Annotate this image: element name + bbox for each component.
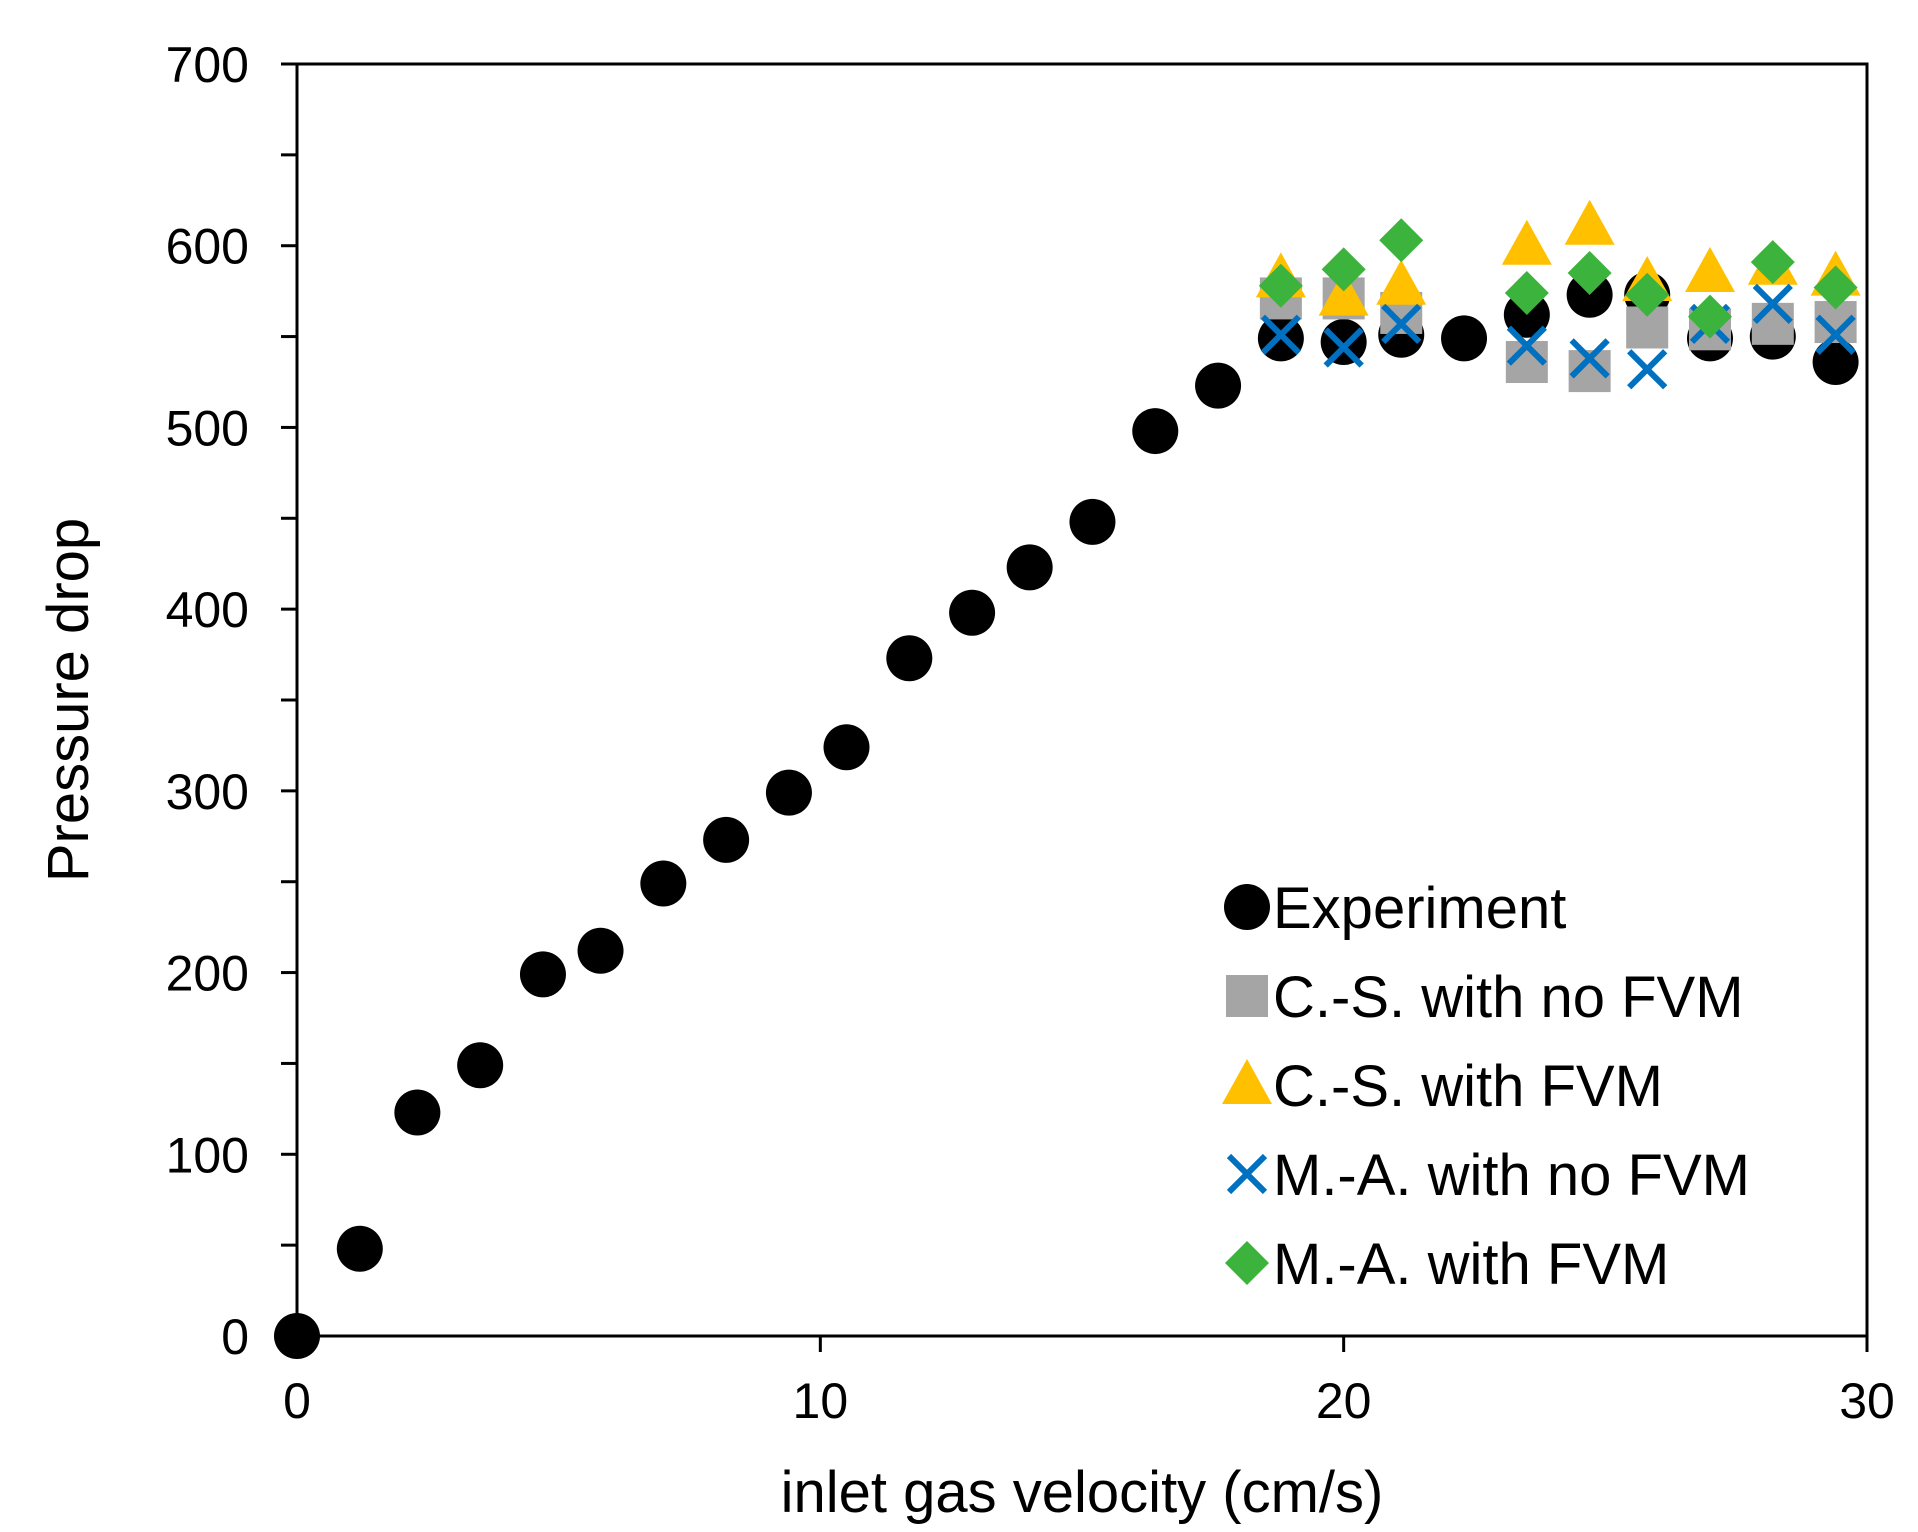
plot-marks	[274, 199, 1861, 1359]
data-point-c-s-with-fvm	[1685, 246, 1735, 292]
data-point-m-a-with-no-fvm	[1569, 338, 1610, 379]
data-point-experiment	[519, 951, 566, 998]
data-point-experiment	[457, 1042, 504, 1089]
legend-label-m-a-with-fvm: M.-A. with FVM	[1273, 1232, 1669, 1297]
data-point-experiment	[765, 769, 812, 816]
data-point-experiment	[1006, 544, 1053, 591]
legend-marker-c-s-with-no-fvm	[1226, 975, 1268, 1017]
legend-marker-c-s-with-fvm	[1222, 1059, 1272, 1104]
y-tick-label: 100	[166, 1127, 249, 1183]
data-point-experiment	[1441, 315, 1488, 362]
x-tick-label: 10	[793, 1373, 849, 1429]
legend-marker-m-a-with-no-fvm	[1226, 1153, 1268, 1195]
data-point-experiment	[1069, 498, 1116, 545]
data-point-experiment	[1195, 362, 1242, 409]
data-point-c-s-with-fvm	[1564, 199, 1615, 245]
legend: Experiment C.-S. with no FVM C.-S. with FV…	[1222, 876, 1750, 1297]
y-tick-label: 600	[166, 219, 249, 275]
y-axis-title: Pressure drop	[36, 518, 101, 882]
legend-label-c-s-with-no-fvm: C.-S. with no FVM	[1273, 965, 1744, 1030]
legend-label-experiment: Experiment	[1273, 876, 1566, 941]
data-point-experiment	[703, 816, 750, 863]
data-point-m-a-with-fvm	[1567, 250, 1612, 295]
data-point-m-a-with-no-fvm	[1752, 283, 1793, 324]
data-point-experiment	[1812, 339, 1859, 386]
data-point-m-a-with-fvm	[1813, 265, 1858, 310]
legend-marker-m-a-with-fvm	[1225, 1241, 1269, 1285]
tick-labels: 0 100 200 300 400 500 600 700 0 10 20 30	[166, 37, 1895, 1429]
data-point-m-a-with-fvm	[1688, 294, 1732, 339]
y-tick-label: 200	[166, 946, 249, 1002]
data-point-m-a-with-fvm	[1379, 218, 1424, 263]
data-point-m-a-with-fvm	[1258, 263, 1303, 308]
data-point-m-a-with-no-fvm	[1323, 327, 1364, 368]
data-point-c-s-with-fvm	[1376, 259, 1427, 305]
data-point-experiment	[336, 1225, 383, 1272]
data-point-experiment	[1320, 319, 1367, 366]
data-point-experiment	[949, 589, 996, 636]
y-tick-label: 500	[166, 400, 249, 456]
data-point-m-a-with-fvm	[1625, 272, 1670, 317]
data-point-m-a-with-no-fvm	[1506, 325, 1547, 366]
x-axis-title: inlet gas velocity (cm/s)	[781, 1460, 1384, 1525]
data-point-c-s-with-no-fvm	[1751, 302, 1794, 345]
legend-label-c-s-with-fvm: C.-S. with FVM	[1273, 1054, 1663, 1119]
legend-marker-experiment	[1224, 884, 1270, 930]
axis-ticks	[281, 62, 1869, 1352]
data-point-m-a-with-no-fvm	[1260, 314, 1301, 355]
x-tick-label: 30	[1839, 1373, 1895, 1429]
data-point-experiment	[640, 860, 687, 907]
data-point-c-s-with-fvm	[1501, 219, 1552, 265]
data-point-experiment	[886, 635, 933, 682]
data-point-experiment	[577, 927, 624, 974]
data-point-m-a-with-no-fvm	[1627, 349, 1668, 390]
x-tick-label: 0	[283, 1373, 311, 1429]
x-tick-label: 20	[1316, 1373, 1372, 1429]
y-tick-label: 0	[221, 1309, 249, 1365]
legend-label-m-a-with-no-fvm: M.-A. with no FVM	[1273, 1143, 1750, 1208]
y-tick-label: 400	[166, 582, 249, 638]
series-m-a-with-fvm	[1258, 218, 1858, 339]
data-point-experiment	[394, 1089, 441, 1136]
data-point-m-a-with-fvm	[1321, 247, 1366, 292]
data-point-m-a-with-fvm	[1504, 270, 1549, 315]
y-tick-label: 300	[166, 764, 249, 820]
data-point-m-a-with-no-fvm	[1381, 303, 1422, 344]
data-point-m-a-with-no-fvm	[1815, 314, 1856, 355]
data-point-experiment	[823, 724, 870, 771]
data-point-c-s-with-fvm	[1318, 270, 1369, 316]
data-point-m-a-with-fvm	[1750, 240, 1795, 285]
data-point-experiment	[1132, 408, 1179, 455]
y-tick-label: 700	[166, 37, 249, 93]
